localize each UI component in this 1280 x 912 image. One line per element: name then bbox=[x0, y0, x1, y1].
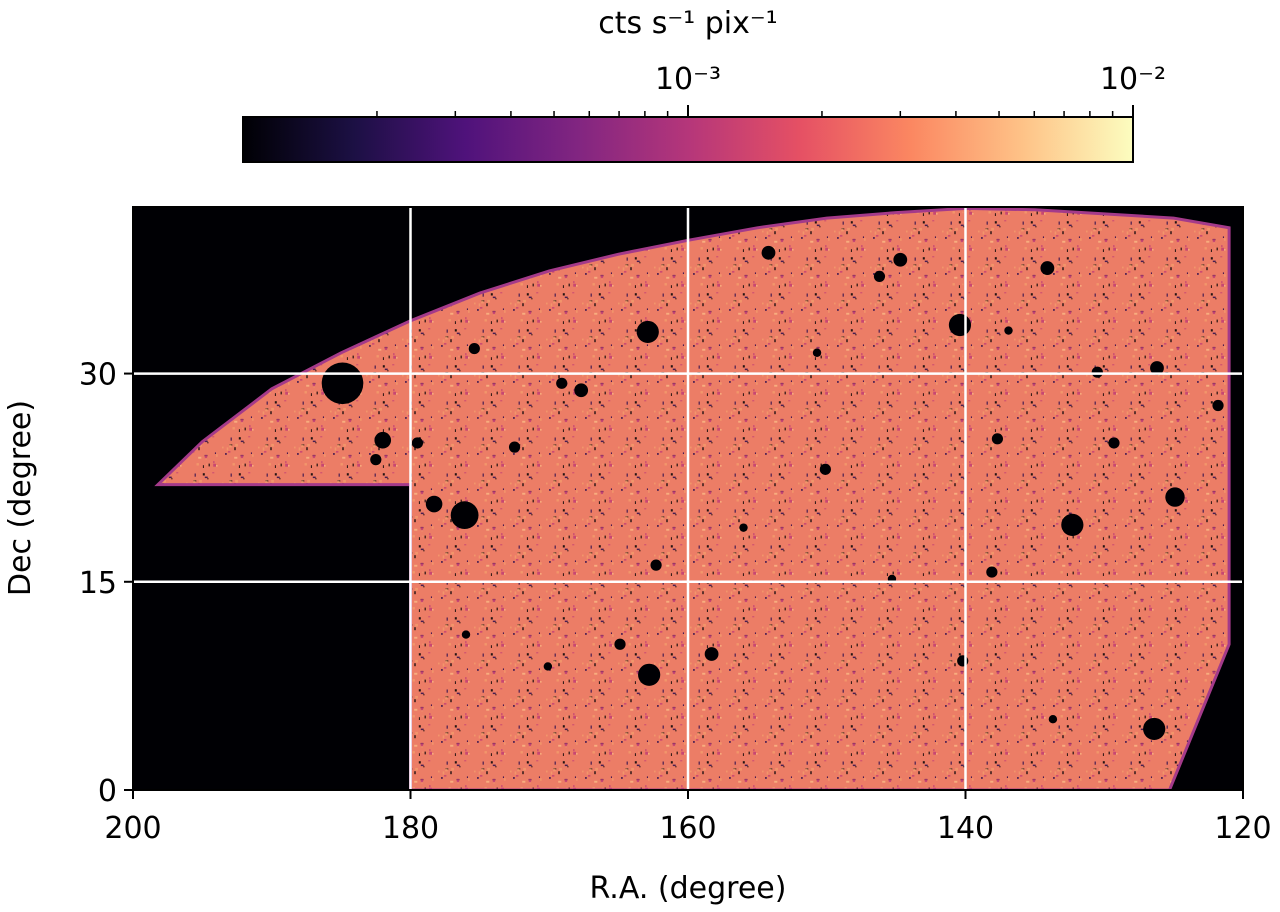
survey-coverage-edge bbox=[154, 207, 1231, 790]
x-tick-label: 120 bbox=[1214, 811, 1271, 846]
x-tick-label: 200 bbox=[104, 811, 161, 846]
x-tick-label: 140 bbox=[937, 811, 994, 846]
y-tick-label: 30 bbox=[79, 358, 117, 393]
x-tick-label: 160 bbox=[659, 811, 716, 846]
y-tick-label: 15 bbox=[79, 566, 117, 601]
colorbar-gradient bbox=[242, 116, 1134, 163]
colorbar-ticks: 10⁻³ 10⁻² bbox=[376, 62, 1166, 117]
colorbar-tick-label: 10⁻³ bbox=[655, 62, 721, 97]
y-axis-label: Dec (degree) bbox=[3, 400, 38, 596]
plot-area: 200 180 160 140 120 0 15 30 bbox=[79, 206, 1272, 846]
colorbar-label: cts s⁻¹ pix⁻¹ bbox=[598, 6, 777, 41]
y-tick-label: 0 bbox=[98, 774, 117, 809]
survey-coverage-texture bbox=[158, 208, 1230, 790]
x-tick-label: 180 bbox=[382, 811, 439, 846]
axis-ticks: 200 180 160 140 120 0 15 30 bbox=[79, 358, 1272, 846]
colorbar-tick-label: 10⁻² bbox=[1100, 62, 1166, 97]
x-axis-label: R.A. (degree) bbox=[590, 871, 787, 906]
colorbar: 10⁻³ 10⁻² bbox=[242, 62, 1166, 163]
grid-lines bbox=[133, 207, 1243, 790]
